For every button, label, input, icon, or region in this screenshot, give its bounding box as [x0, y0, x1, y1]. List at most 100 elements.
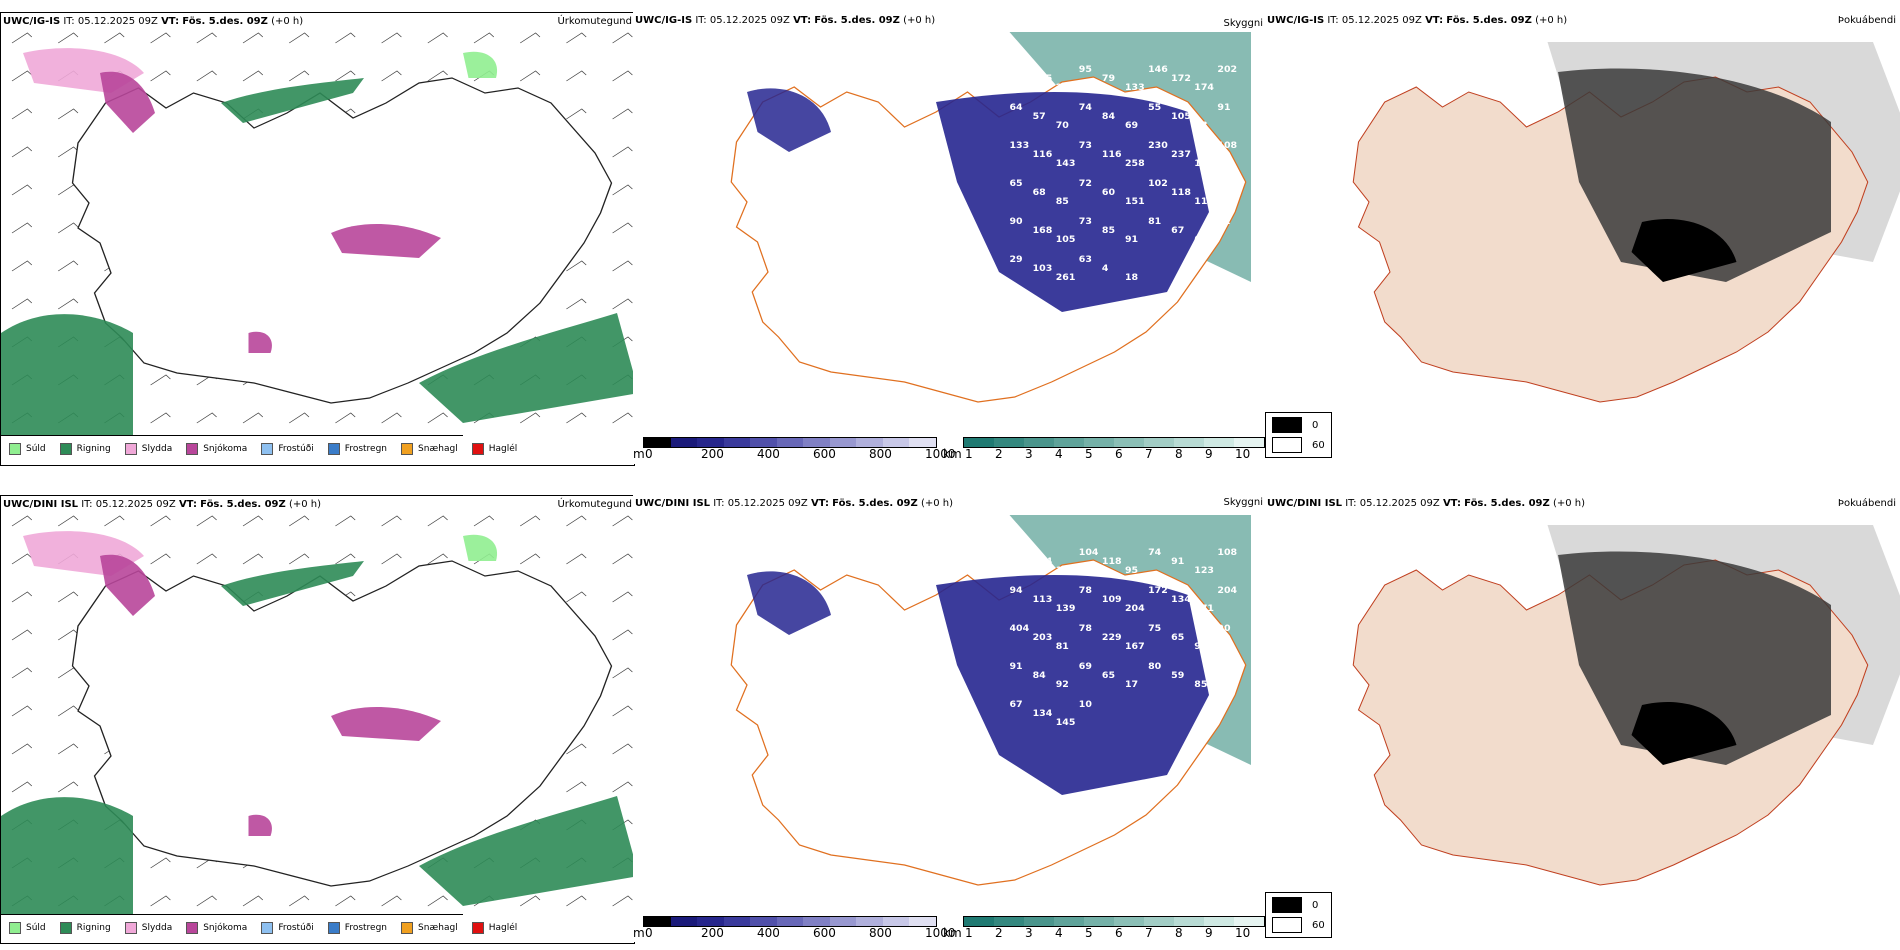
height-tick: 0 [645, 926, 653, 940]
visibility-tick: 9 [1205, 926, 1213, 940]
cloud-base-label: 73 [1079, 140, 1092, 151]
visibility-tick: 8 [1175, 926, 1183, 940]
fog-map [1352, 525, 1900, 886]
colorbars: m 0 200 400 600 800 1000 km 1 2 3 4 5 6 7 8 9 10 [633, 916, 1265, 940]
cloud-base-label: 109 [1102, 594, 1122, 605]
cloud-base-label: 72 [1079, 178, 1092, 189]
cloud-base-label: 92 [1056, 679, 1069, 690]
visibility-tick: 7 [1145, 447, 1153, 461]
cloud-base-label: 90 [1217, 623, 1230, 634]
height-tick: 0 [645, 447, 653, 461]
visibility-unit: km [943, 447, 962, 461]
precip-title-top: UWC/IG-IS IT: 05.12.2025 09Z VT: Fös. 5.… [3, 16, 304, 27]
visibility-tick: 2 [995, 926, 1003, 940]
cloud-base-label: 74 [1079, 102, 1092, 113]
legend-swatch [471, 443, 484, 455]
cloud-base-label: 91 [1125, 234, 1138, 245]
height-tick: 1000 [925, 926, 956, 940]
precip-type-label: Úrkomutegund [557, 499, 632, 510]
cloud-base-label: 105 [1171, 111, 1191, 122]
legend-swatch [59, 922, 72, 934]
visibility-tick: 10 [1235, 926, 1251, 940]
cloud-base-label: 78 [1079, 585, 1092, 596]
cloud-base-label: 68 [1033, 187, 1046, 198]
cloud-base-label: 172 [1148, 585, 1168, 596]
cloud-base-label: 78 [1079, 623, 1092, 634]
legend-item: Súld [9, 922, 46, 934]
legend-item: Rigning [59, 443, 111, 455]
cloud-panel-top: UWC/IG-IS IT: 05.12.2025 09Z VT: Fös. 5.… [633, 12, 1265, 464]
cloud-base-label: 66 [1194, 234, 1207, 245]
visibility-tick: 4 [1055, 926, 1063, 940]
cloud-base-label: 145 [1033, 73, 1053, 84]
fog-legend: 0 60 [1265, 892, 1332, 938]
visibility-colorbar [963, 916, 1265, 927]
cloud-base-label: 258 [1125, 158, 1145, 169]
height-tick: 600 [813, 447, 836, 461]
cloud-base-label: 81 [1056, 641, 1069, 652]
fog-map [1352, 42, 1900, 403]
cloud-base-label: 118 [1102, 556, 1122, 567]
cloud-base-label: 65 [1171, 632, 1184, 643]
height-tick: 1000 [925, 447, 956, 461]
cloud-base-label: 79 [1102, 73, 1115, 84]
precip-legend: Súld Rigning Slydda Snjókoma Frostúði Frostre… [1, 914, 517, 941]
cloud-base-label: 67 [1171, 225, 1184, 236]
cloud-base-label: 230 [1148, 140, 1168, 151]
cloud-base-label: 57 [1033, 111, 1046, 122]
cloud-base-label: 102 [1056, 565, 1076, 576]
colorbars: m 0 200 400 600 800 1000 km 1 2 3 4 5 6 7 8 9 10 [633, 437, 1265, 461]
legend-item: Haglél [471, 443, 517, 455]
cloud-base-label: 69 [1125, 120, 1138, 131]
visibility-tick: 1 [965, 447, 973, 461]
cloud-map: 2271441021041189574911231089411313978109… [730, 515, 1251, 886]
cloud-base-label: 65 [1102, 670, 1115, 681]
legend-item: Snjókoma [186, 922, 247, 934]
height-tick: 400 [757, 926, 780, 940]
cloud-base-label: 10 [1079, 699, 1092, 710]
legend-item: Haglél [471, 922, 517, 934]
cloud-base-label: 84 [1033, 670, 1046, 681]
legend-swatch [9, 922, 21, 934]
cloud-base-label: 116 [1102, 149, 1122, 160]
cloud-base-label: 60 [1102, 187, 1115, 198]
cloud-base-label: 70 [1056, 120, 1069, 131]
legend-swatch [9, 443, 21, 455]
visibility-tick: 1 [965, 926, 973, 940]
precip-panel-top: UWC/IG-IS IT: 05.12.2025 09Z VT: Fös. 5.… [0, 12, 635, 466]
visibility-tick: 4 [1055, 447, 1063, 461]
precip-legend: Súld Rigning Slydda Snjókoma Frostúði Frostre… [1, 435, 517, 462]
cloud-base-label: 133 [1125, 82, 1145, 93]
cloud-base-label: 91 [1171, 556, 1184, 567]
visibility-unit: km [943, 926, 962, 940]
cloud-base-label: 4 [1102, 263, 1109, 274]
cloud-base-label: 18 [1125, 272, 1138, 283]
visibility-tick: 9 [1205, 447, 1213, 461]
visibility-label: Skyggni [1223, 18, 1263, 29]
model-name: UWC/IG-IS [3, 16, 61, 27]
height-tick: 200 [701, 447, 724, 461]
legend-swatch [186, 922, 199, 934]
precip-type-label: Úrkomutegund [557, 16, 632, 27]
cloud-base-label: 91 [1217, 102, 1230, 113]
cloud-base-label: 84 [1102, 111, 1115, 122]
cloud-base-label: 108 [1217, 140, 1237, 151]
cloud-base-label: 143 [1056, 158, 1076, 169]
height-tick: 600 [813, 926, 836, 940]
cloud-base-label: 85 [1056, 196, 1069, 207]
visibility-tick: 8 [1175, 447, 1183, 461]
fog-title-bottom: UWC/DINI ISL IT: 05.12.2025 09Z VT: Fös.… [1267, 498, 1586, 509]
legend-swatch [401, 922, 414, 934]
cloud-base-label: 95 [1079, 64, 1092, 75]
cloud-base-label: 90 [1010, 216, 1023, 227]
cloud-base-label: 197 [1194, 158, 1214, 169]
legend-item: Súld [9, 443, 46, 455]
legend-swatch [124, 922, 137, 934]
legend-swatch [401, 443, 414, 455]
cloud-base-label: 59 [1171, 670, 1184, 681]
cloud-base-label: 139 [1056, 603, 1076, 614]
cloud-base-label: 67 [1010, 699, 1023, 710]
height-unit: m [633, 926, 645, 940]
cloud-base-label: 103 [1033, 263, 1053, 274]
cloud-base-label: 171 [1194, 603, 1214, 614]
